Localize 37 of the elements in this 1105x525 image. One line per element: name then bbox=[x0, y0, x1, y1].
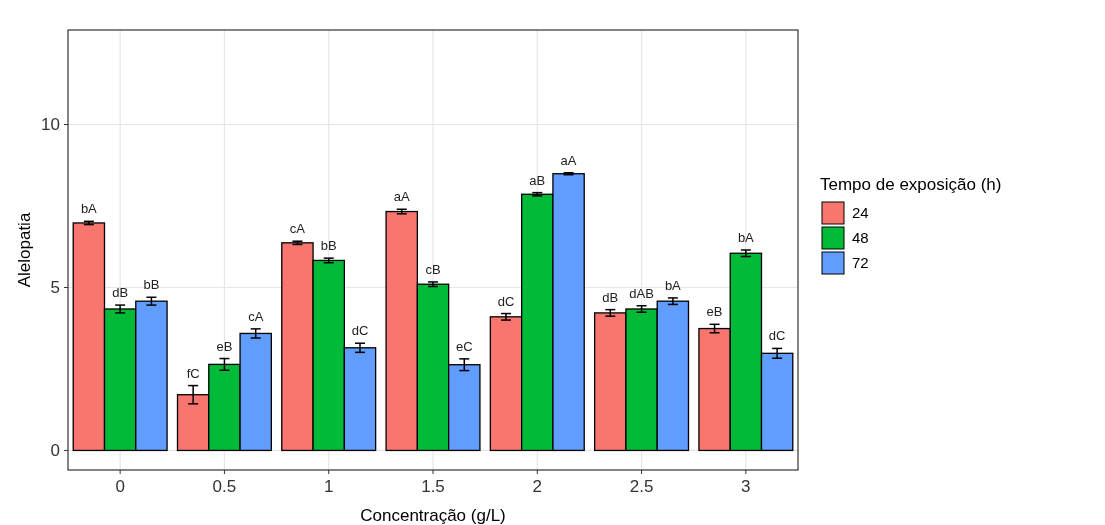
data-label: fC bbox=[186, 365, 200, 381]
y-tick-label: 0 bbox=[50, 441, 60, 461]
x-tick-label: 3 bbox=[741, 477, 751, 496]
data-label: cB bbox=[425, 261, 441, 277]
data-label: dB bbox=[112, 285, 129, 301]
data-label: eC bbox=[455, 338, 473, 354]
y-tick-label: 5 bbox=[50, 278, 60, 298]
legend-title: Tempo de exposição (h) bbox=[820, 175, 1002, 194]
x-tick-label: 0 bbox=[115, 477, 125, 496]
data-label: dAB bbox=[629, 285, 654, 301]
data-label: aA bbox=[393, 189, 410, 205]
data-label: bB bbox=[320, 238, 337, 254]
legend-label: 48 bbox=[852, 229, 869, 247]
x-tick-label: 2 bbox=[532, 477, 543, 496]
x-tick-label: 0.5 bbox=[212, 477, 237, 496]
legend-label: 72 bbox=[852, 254, 869, 272]
data-label: aA bbox=[560, 152, 577, 168]
x-axis-title: Concentração (g/L) bbox=[360, 506, 506, 525]
x-tick-label: 1.5 bbox=[421, 477, 445, 496]
x-tick-label: 1 bbox=[323, 477, 334, 496]
data-label: bA bbox=[737, 230, 755, 245]
data-label: aB bbox=[529, 172, 546, 188]
data-label: cA bbox=[248, 308, 264, 324]
data-label: eB bbox=[216, 338, 233, 354]
legend-label: 24 bbox=[852, 204, 869, 222]
data-label: dC bbox=[351, 323, 369, 339]
data-label: dC bbox=[497, 293, 515, 309]
data-label: bA bbox=[80, 201, 98, 217]
y-tick-label: 10 bbox=[41, 115, 60, 135]
x-tick-label: 2.5 bbox=[629, 477, 654, 496]
y-axis-title: Alelopatia bbox=[15, 212, 34, 288]
data-label: eB bbox=[706, 304, 723, 320]
data-label: dB bbox=[602, 289, 619, 305]
data-label: bB bbox=[143, 277, 160, 293]
data-label: cA bbox=[289, 221, 306, 237]
data-label: dC bbox=[768, 328, 786, 344]
data-label: bA bbox=[664, 277, 682, 293]
